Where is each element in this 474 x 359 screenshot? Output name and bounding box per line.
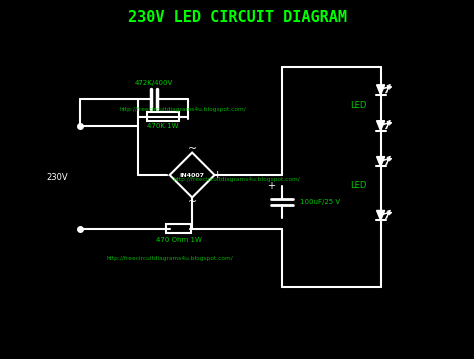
Polygon shape [376, 157, 384, 167]
Text: IN4007: IN4007 [180, 173, 205, 177]
Polygon shape [376, 210, 384, 220]
Text: http://freecircuitdiagrams4u.blogspot.com/: http://freecircuitdiagrams4u.blogspot.co… [106, 256, 233, 261]
Bar [147, 112, 179, 121]
Text: 470K 1W: 470K 1W [147, 123, 179, 129]
Text: LED: LED [350, 182, 366, 191]
Text: http://freecircuitdiagrams4u.blogspot.com/: http://freecircuitdiagrams4u.blogspot.co… [120, 107, 246, 112]
Text: +: + [213, 170, 222, 180]
Text: 472K/400V: 472K/400V [135, 80, 173, 86]
Polygon shape [376, 85, 384, 95]
Text: LED: LED [350, 101, 366, 110]
Polygon shape [376, 121, 384, 131]
Text: ~: ~ [188, 197, 197, 207]
Bar [166, 224, 191, 233]
Text: 470 Ohm 1W: 470 Ohm 1W [156, 237, 201, 243]
Text: 230V: 230V [46, 173, 68, 182]
Text: http://freecircuitdiagrams4u.blogspot.com/: http://freecircuitdiagrams4u.blogspot.co… [173, 177, 301, 182]
Text: ~: ~ [188, 144, 197, 154]
Text: 230V LED CIRCUIT DIAGRAM: 230V LED CIRCUIT DIAGRAM [128, 10, 346, 25]
Text: +: + [267, 181, 274, 191]
Text: -: - [164, 170, 169, 180]
Text: 100uF/25 V: 100uF/25 V [300, 199, 340, 205]
